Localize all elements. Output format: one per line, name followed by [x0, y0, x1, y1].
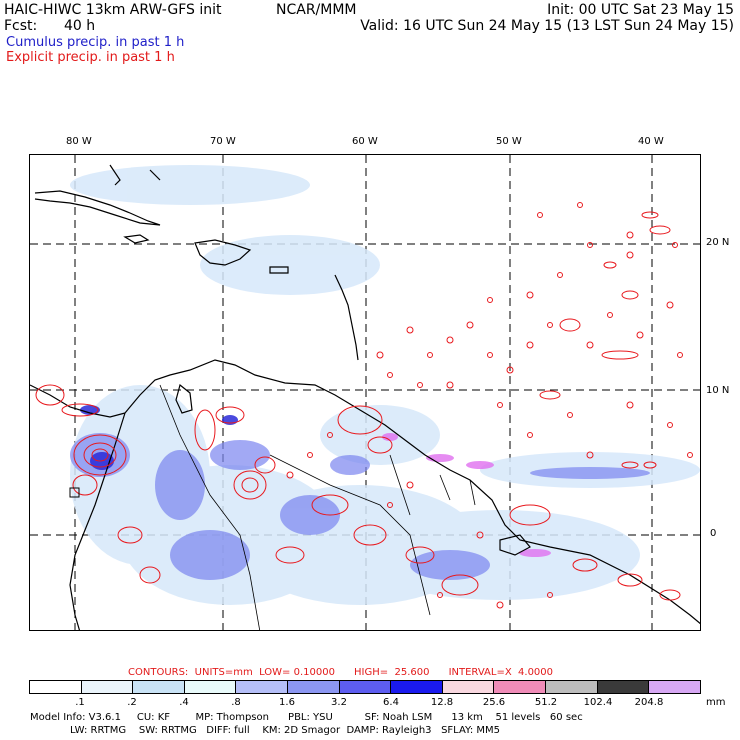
location-marker [69, 487, 80, 498]
cumulus-legend: Cumulus precip. in past 1 h [6, 35, 185, 50]
org-label: NCAR/MMM [276, 2, 357, 18]
lat-label: 10 N [706, 385, 730, 396]
colorbar-label: .1 [75, 697, 85, 708]
colorbar-label: 12.8 [430, 697, 454, 708]
map-canvas [30, 155, 700, 630]
colorbar-label: 204.8 [634, 697, 664, 708]
colorbar-swatch [391, 681, 443, 693]
forecast-hours: 40 h [64, 18, 96, 34]
colorbar-swatch [133, 681, 185, 693]
colorbar-label: .4 [179, 697, 189, 708]
colorbar-label: 51.2 [534, 697, 558, 708]
precip-map [29, 154, 701, 631]
magenta-area [382, 433, 551, 557]
explicit-precip-cells [286, 202, 693, 609]
explicit-precip-contours [35, 211, 681, 601]
colorbar-swatch [546, 681, 598, 693]
colorbar-label: 25.6 [482, 697, 506, 708]
colorbar-swatch [30, 681, 82, 693]
colorbar-label: .2 [127, 697, 137, 708]
colorbar-swatch [649, 681, 700, 693]
contour-info: CONTOURS: UNITS=mm LOW= 0.10000 HIGH= 25… [128, 667, 554, 678]
colorbar-label: 1.6 [279, 697, 295, 708]
model-title: HAIC-HIWC 13km ARW-GFS init [4, 2, 222, 18]
lon-label: 50 W [496, 136, 522, 147]
lat-label: 20 N [706, 237, 730, 248]
lon-label: 40 W [638, 136, 664, 147]
cumulus-mid-area [70, 433, 650, 580]
colorbar-swatch [81, 681, 134, 693]
colorbar-swatch [442, 681, 495, 693]
colorbar-swatch [597, 681, 650, 693]
colorbar-swatch [339, 681, 392, 693]
lat-label: 0 [710, 528, 717, 539]
lon-label: 60 W [352, 136, 378, 147]
colorbar-swatch [184, 681, 237, 693]
model-info-line1: Model Info: V3.6.1 CU: KF MP: Thompson P… [30, 712, 583, 723]
explicit-legend: Explicit precip. in past 1 h [6, 50, 175, 65]
color-bar [29, 680, 701, 694]
colorbar-label: 102.4 [583, 697, 613, 708]
colorbar-label: .8 [231, 697, 241, 708]
colorbar-swatch [288, 681, 340, 693]
colorbar-swatch [494, 681, 547, 693]
lon-label: 80 W [66, 136, 92, 147]
valid-time: Valid: 16 UTC Sun 24 May 15 (13 LST Sun … [360, 18, 734, 34]
coastlines [30, 164, 700, 630]
colorbar-label: 6.4 [383, 697, 399, 708]
lon-label: 70 W [210, 136, 236, 147]
init-time: Init: 00 UTC Sat 23 May 15 [547, 2, 734, 18]
model-info-line2: LW: RRTMG SW: RRTMG DIFF: full KM: 2D Sm… [70, 725, 500, 736]
colorbar-unit: mm [706, 697, 726, 708]
colorbar-swatch [236, 681, 289, 693]
forecast-label: Fcst: [4, 18, 38, 34]
colorbar-label: 3.2 [331, 697, 347, 708]
